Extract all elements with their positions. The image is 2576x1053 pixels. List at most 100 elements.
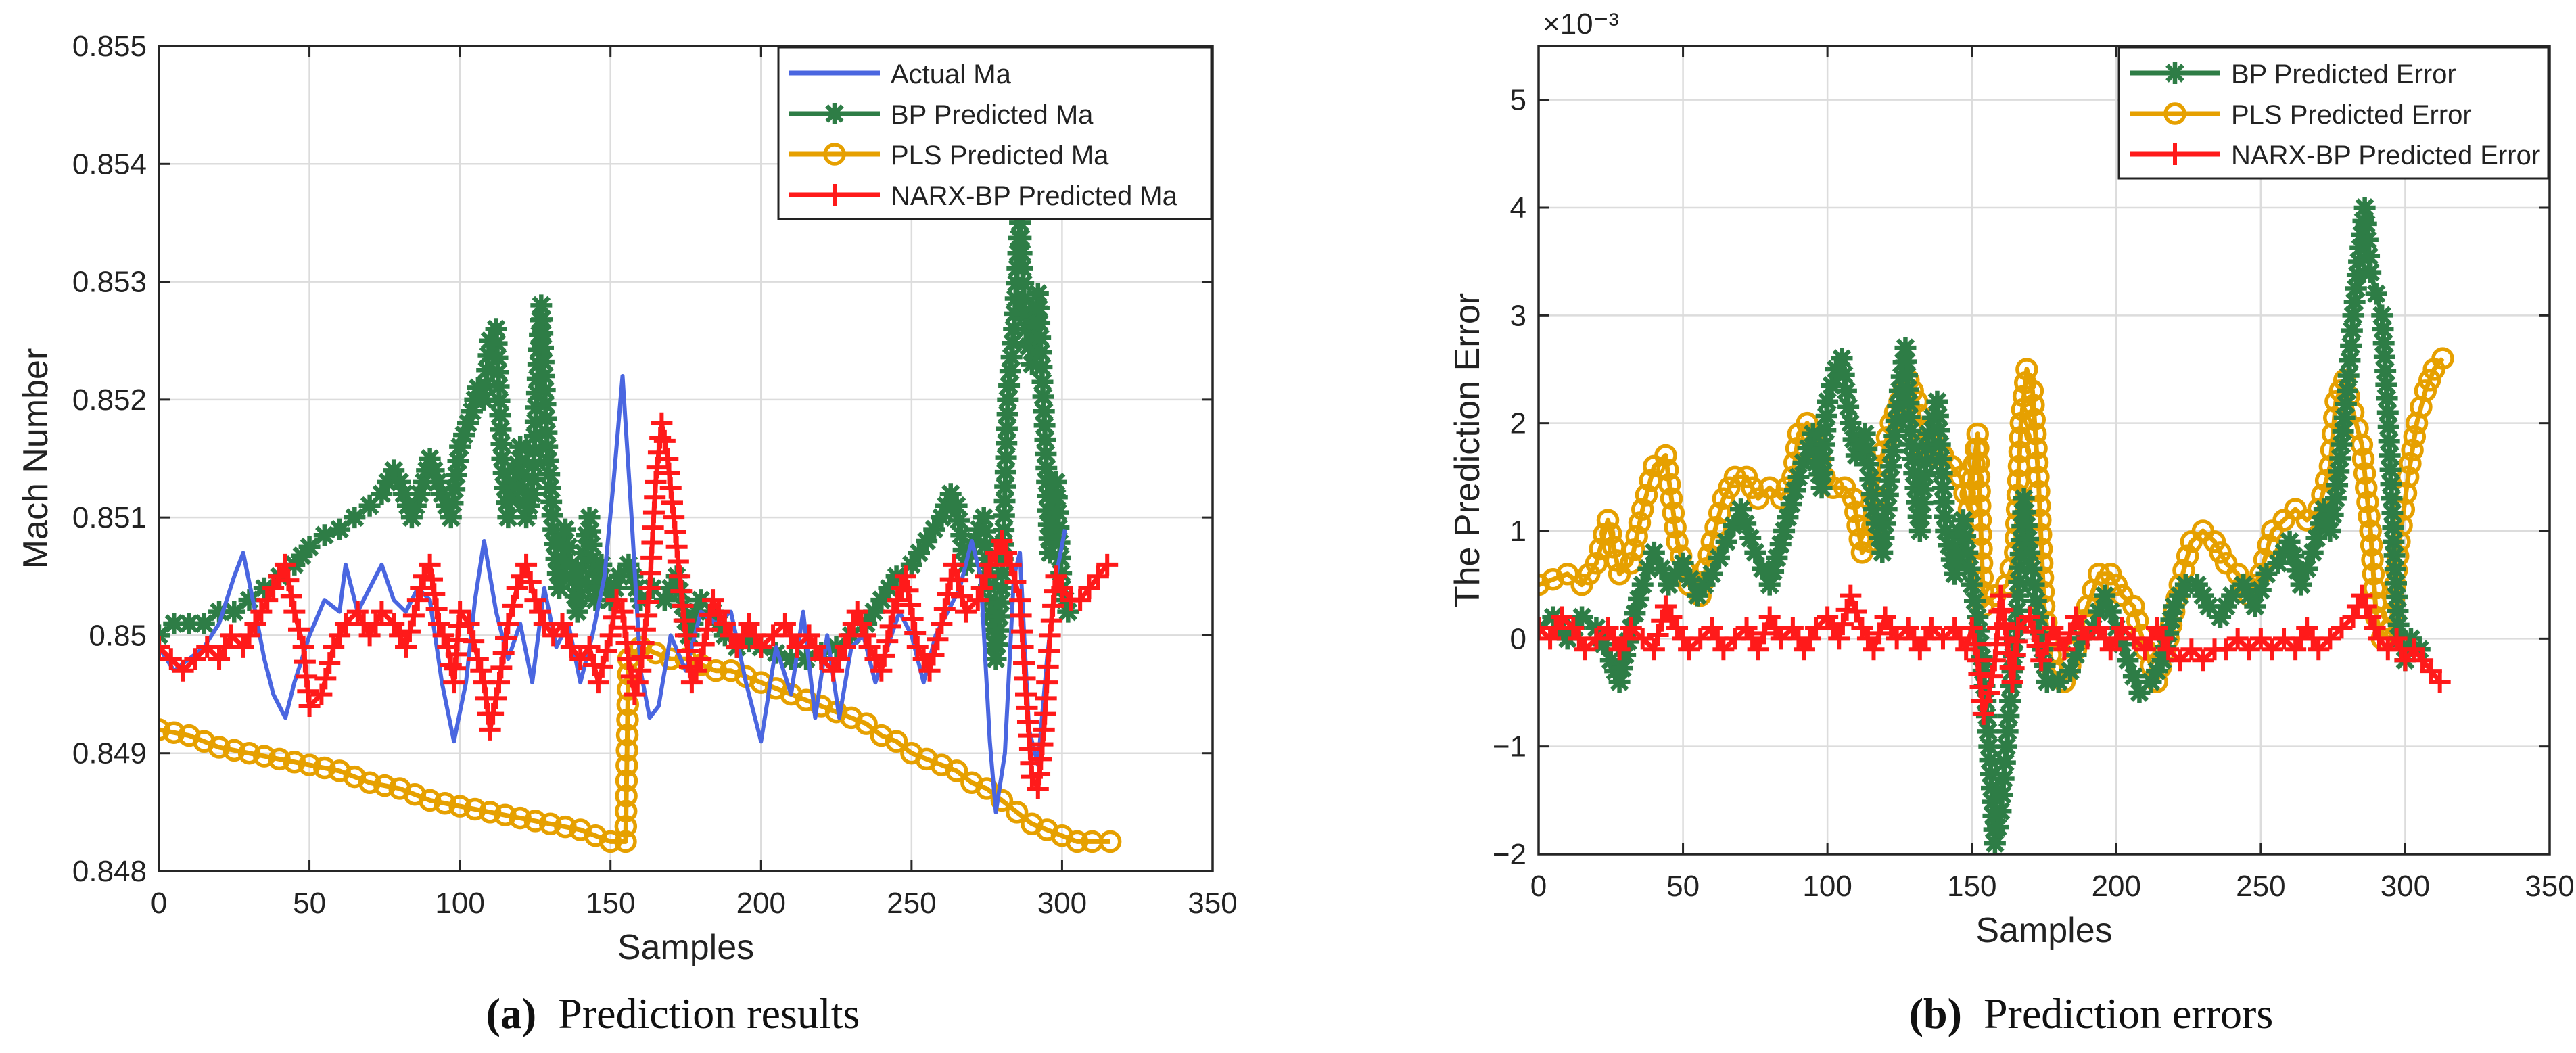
data-point	[298, 753, 321, 776]
data-point	[537, 449, 559, 471]
data-point	[885, 730, 908, 753]
data-point	[1000, 346, 1023, 369]
data-point	[2226, 628, 2249, 650]
data-point	[1812, 463, 1834, 485]
data-point	[804, 636, 826, 658]
data-point	[584, 589, 607, 611]
data-point	[726, 636, 748, 658]
data-point	[878, 577, 900, 599]
data-point	[887, 589, 909, 611]
data-point	[2341, 319, 2363, 342]
data-point	[964, 530, 986, 552]
data-point	[223, 739, 246, 762]
data-point	[1611, 657, 1633, 680]
data-point	[313, 756, 336, 780]
data-point	[2014, 501, 2036, 523]
data-point	[774, 613, 796, 634]
data-point	[495, 627, 517, 649]
data-point	[858, 636, 881, 658]
data-point	[855, 712, 878, 735]
data-point	[1831, 613, 1854, 636]
data-point	[1856, 438, 1878, 460]
data-point	[1051, 577, 1073, 599]
data-point	[950, 524, 973, 546]
data-point	[1821, 374, 1843, 396]
data-point	[538, 463, 561, 486]
data-point	[2429, 671, 2451, 693]
data-point	[535, 407, 557, 429]
data-point	[690, 648, 712, 670]
data-point	[244, 613, 266, 634]
data-point	[2022, 620, 2044, 642]
legend-box	[777, 46, 1213, 220]
data-point	[488, 672, 511, 694]
axes-box	[158, 45, 1214, 872]
data-point	[365, 613, 387, 634]
data-point	[738, 630, 760, 653]
data-point	[2140, 671, 2162, 693]
data-point	[876, 630, 899, 653]
data-point	[1620, 617, 1642, 639]
data-point	[163, 613, 185, 634]
data-point	[582, 548, 604, 570]
data-point	[999, 360, 1021, 383]
data-point	[1593, 633, 1615, 655]
data-point	[659, 577, 682, 599]
legend-entry-bp-predicted-error: BP Predicted Error	[2231, 60, 2456, 89]
data-point	[2362, 562, 2385, 586]
data-point	[491, 448, 513, 469]
data-point	[256, 589, 279, 611]
data-point	[2335, 393, 2357, 415]
data-point	[373, 774, 396, 797]
data-point	[1752, 557, 1774, 580]
data-point	[985, 648, 1007, 670]
data-point	[1900, 434, 1923, 456]
x-tick-label: 100	[435, 887, 484, 920]
data-point	[1874, 513, 1896, 535]
data-point	[786, 636, 808, 658]
data-point	[1840, 412, 1862, 434]
data-point	[1078, 577, 1100, 599]
data-point	[1968, 479, 1991, 503]
data-point	[1625, 525, 1648, 548]
data-point	[1929, 434, 1951, 456]
y-tick-label: 4	[1510, 191, 1526, 225]
data-point	[947, 509, 970, 532]
data-point	[996, 432, 1018, 454]
legend-entry-narx-bp-predicted-error: NARX-BP Predicted Error	[2231, 141, 2540, 170]
data-point	[1010, 227, 1032, 249]
data-point	[2122, 594, 2145, 618]
data-point	[1014, 302, 1036, 325]
data-point	[2356, 490, 2379, 514]
data-point	[2094, 584, 2116, 607]
data-point	[2355, 476, 2378, 500]
data-point	[1969, 494, 1992, 517]
data-point	[1920, 617, 1942, 639]
data-point	[489, 404, 511, 427]
data-point	[467, 648, 489, 670]
data-point	[479, 718, 501, 741]
data-point	[939, 483, 962, 505]
data-point	[2387, 600, 2409, 622]
data-point	[1614, 644, 1637, 666]
data-point	[419, 553, 441, 576]
data-point	[1747, 638, 1769, 661]
data-point	[1914, 465, 1936, 487]
data-point	[463, 797, 487, 821]
data-point	[2356, 229, 2379, 251]
data-point	[580, 520, 602, 542]
data-point	[976, 548, 998, 570]
data-point	[1873, 527, 1895, 549]
y-tick-label: 0.853	[72, 266, 147, 299]
data-point	[490, 433, 513, 455]
data-point	[2021, 379, 2044, 402]
data-point	[2360, 606, 2382, 628]
data-point	[490, 419, 512, 441]
data-point	[319, 652, 341, 674]
data-point	[2169, 649, 2191, 672]
data-point	[1910, 506, 1932, 528]
data-point	[449, 601, 471, 623]
data-point	[383, 459, 405, 482]
data-point	[1664, 563, 1687, 585]
data-point	[1735, 513, 1757, 535]
